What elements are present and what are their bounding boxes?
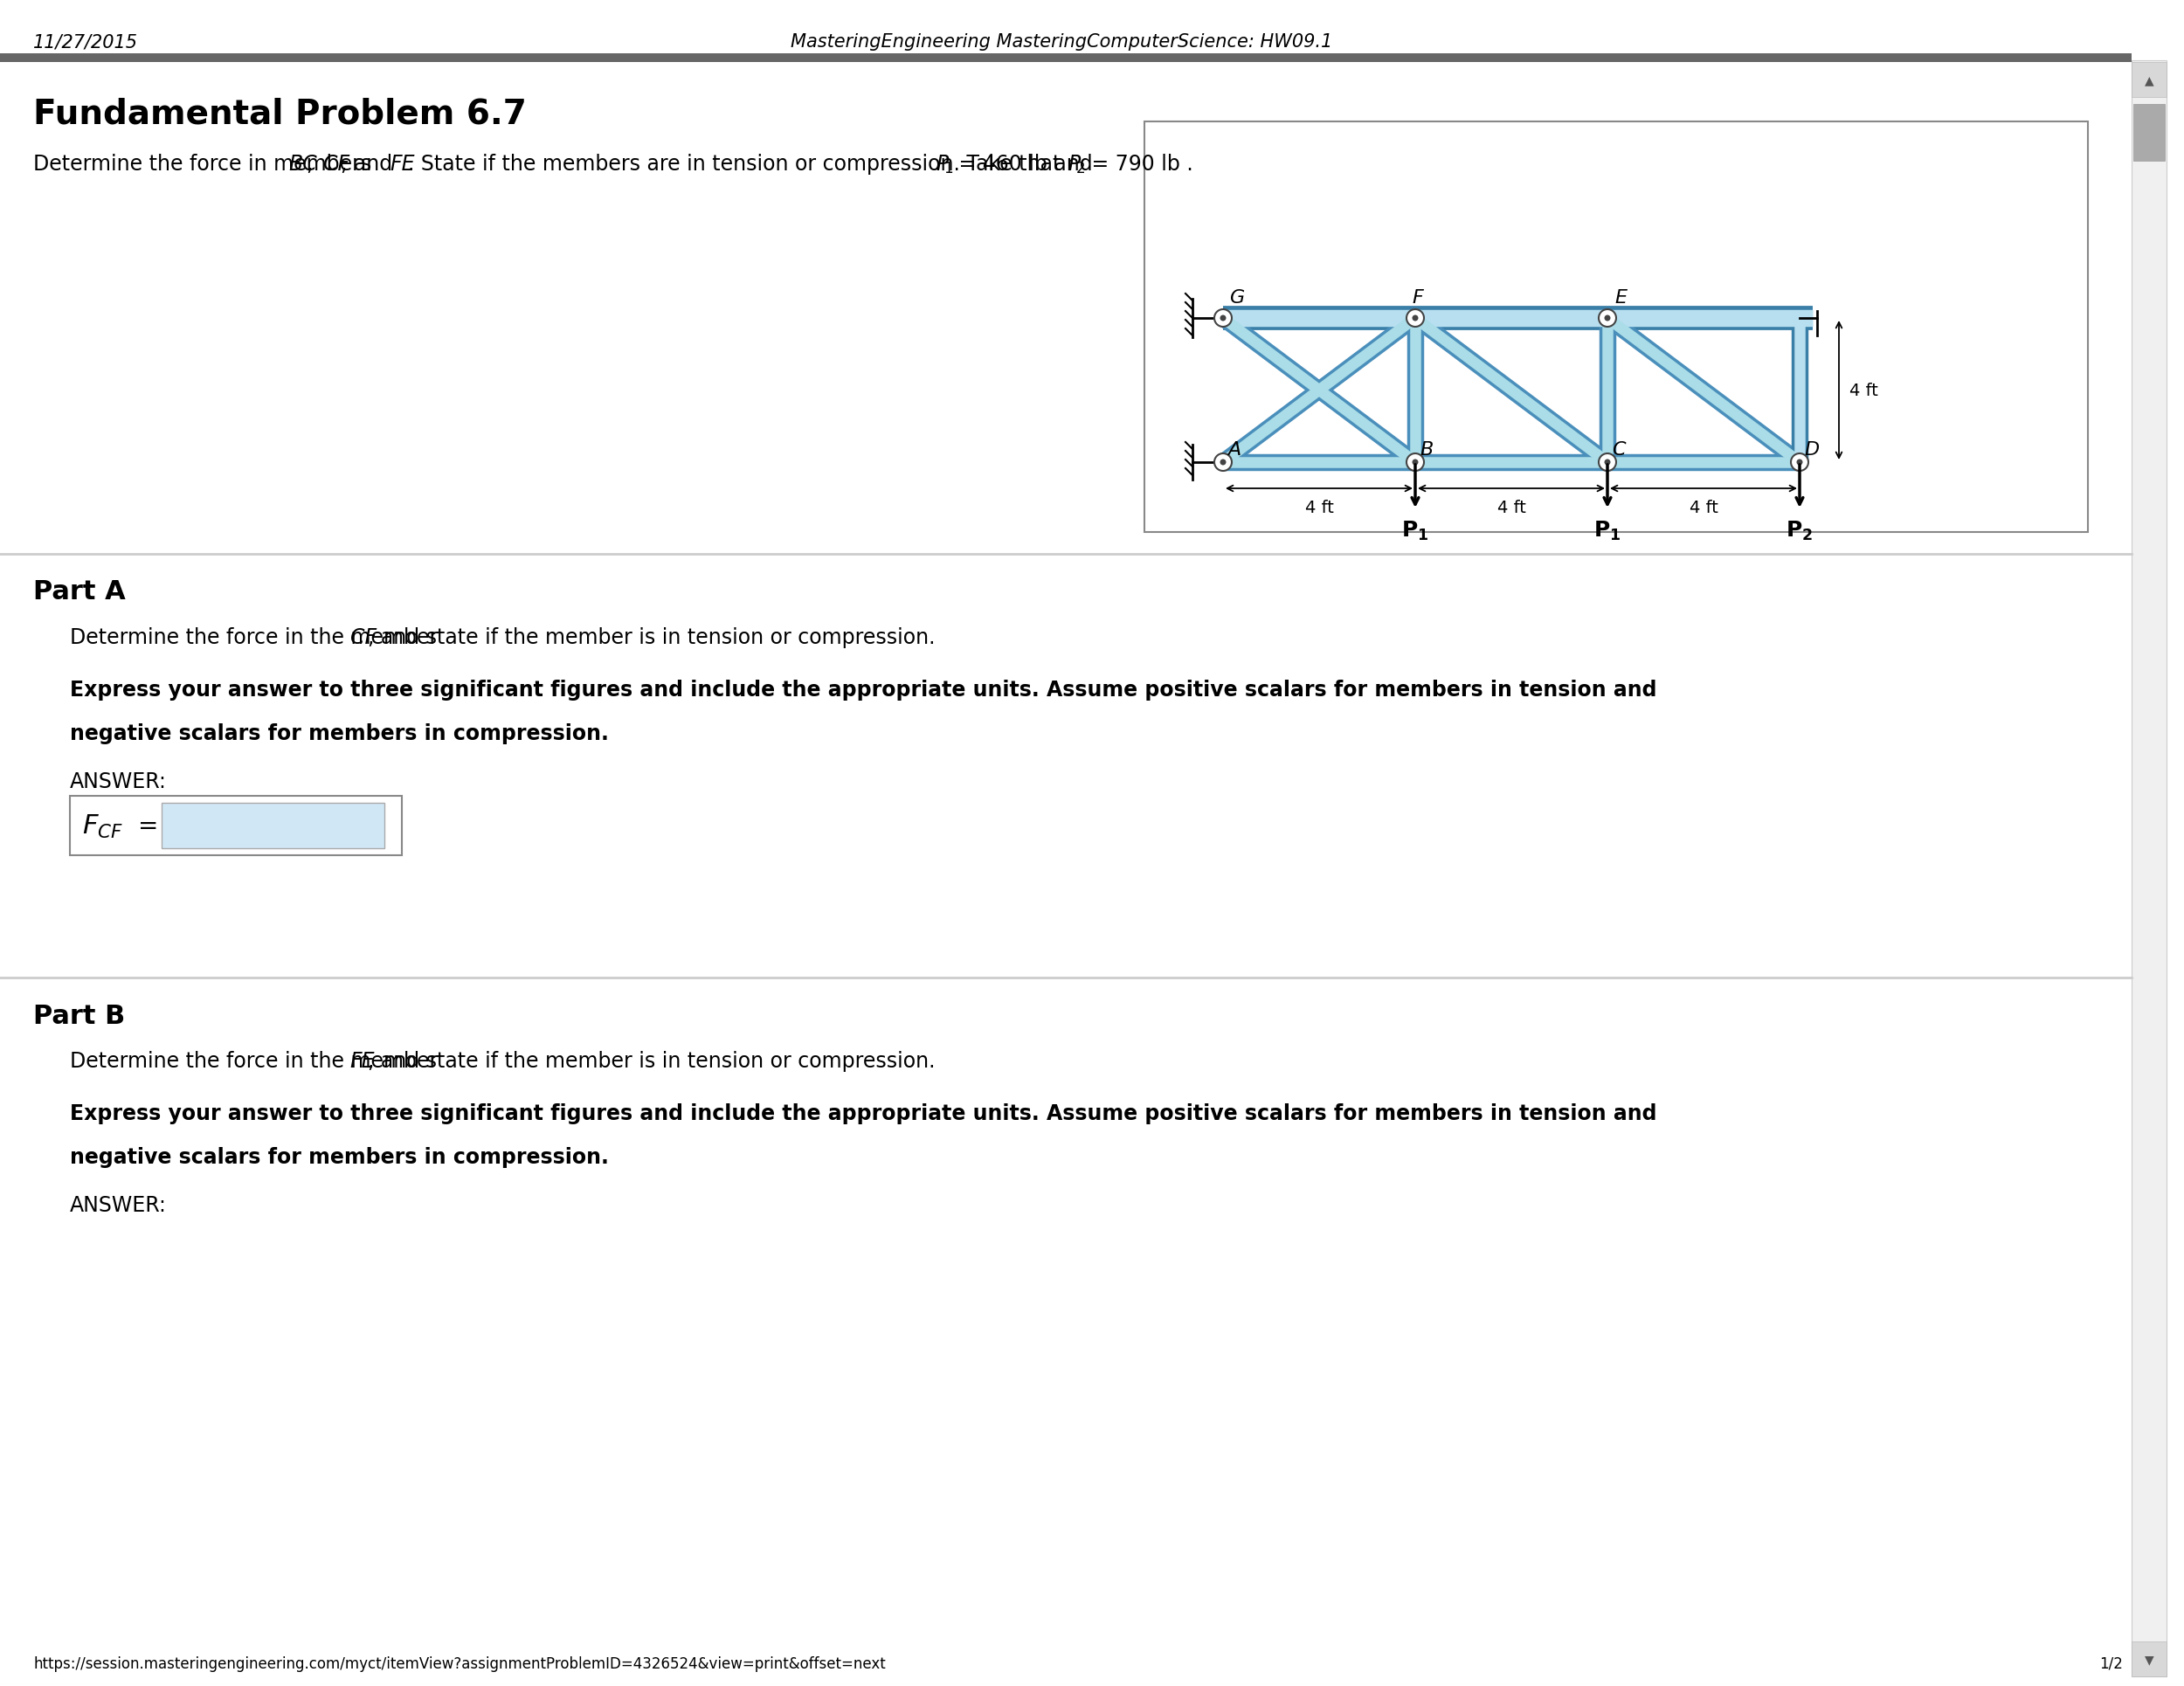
Text: A: A xyxy=(1227,442,1241,459)
Text: B: B xyxy=(1420,442,1433,459)
Circle shape xyxy=(1599,454,1616,472)
Text: , and state if the member is in tension or compression.: , and state if the member is in tension … xyxy=(367,1050,935,1071)
Text: , and state if the member is in tension or compression.: , and state if the member is in tension … xyxy=(367,627,935,647)
Text: . State if the members are in tension or compression. Take that: . State if the members are in tension or… xyxy=(408,153,1068,175)
Text: $\mathit{F}_{CF}$: $\mathit{F}_{CF}$ xyxy=(83,813,122,840)
Text: Determine the force in members: Determine the force in members xyxy=(33,153,378,175)
Text: 4 ft: 4 ft xyxy=(1304,499,1334,516)
Text: BC: BC xyxy=(288,153,317,175)
Text: $\mathbf{P_2}$: $\mathbf{P_2}$ xyxy=(1787,519,1813,543)
Text: $\mathbf{P_1}$: $\mathbf{P_1}$ xyxy=(1594,519,1621,543)
Bar xyxy=(0,54,2132,62)
Circle shape xyxy=(1797,460,1802,465)
Text: Part A: Part A xyxy=(33,580,127,605)
Text: negative scalars for members in compression.: negative scalars for members in compress… xyxy=(70,723,609,744)
Text: 4 ft: 4 ft xyxy=(1850,383,1878,400)
Text: 1/2: 1/2 xyxy=(2099,1656,2123,1671)
Bar xyxy=(2132,61,2167,1676)
Circle shape xyxy=(1214,310,1232,327)
Text: Determine the force in the member: Determine the force in the member xyxy=(70,1050,446,1071)
Text: , and: , and xyxy=(341,153,400,175)
Circle shape xyxy=(1406,454,1424,472)
Text: FE: FE xyxy=(349,1050,376,1071)
Text: ,: , xyxy=(306,153,319,175)
Text: E: E xyxy=(1614,288,1627,307)
Circle shape xyxy=(1605,460,1610,465)
Circle shape xyxy=(1214,454,1232,472)
Circle shape xyxy=(1599,310,1616,327)
Text: P: P xyxy=(935,153,948,175)
Text: ▼: ▼ xyxy=(2145,1652,2153,1666)
Text: Express your answer to three significant figures and include the appropriate uni: Express your answer to three significant… xyxy=(70,679,1658,700)
Text: ANSWER:: ANSWER: xyxy=(70,771,166,792)
Text: negative scalars for members in compression.: negative scalars for members in compress… xyxy=(70,1146,609,1167)
Text: C: C xyxy=(1612,442,1625,459)
Bar xyxy=(2132,62,2167,98)
Text: P: P xyxy=(1068,153,1081,175)
Text: 4 ft: 4 ft xyxy=(1688,499,1719,516)
Circle shape xyxy=(1605,315,1610,322)
Text: =: = xyxy=(138,814,159,838)
Text: MasteringEngineering MasteringComputerScience: HW09.1: MasteringEngineering MasteringComputerSc… xyxy=(791,34,1332,51)
Text: = 790 lb .: = 790 lb . xyxy=(1085,153,1192,175)
Circle shape xyxy=(1413,315,1417,322)
Text: Express your answer to three significant figures and include the appropriate uni: Express your answer to three significant… xyxy=(70,1103,1658,1123)
Text: FE: FE xyxy=(391,153,415,175)
Text: F: F xyxy=(1413,288,1424,307)
Bar xyxy=(1144,123,2088,533)
Text: Determine the force in the member: Determine the force in the member xyxy=(70,627,446,647)
Text: = 460 lb and: = 460 lb and xyxy=(952,153,1099,175)
Text: ▲: ▲ xyxy=(2145,74,2153,86)
Text: 2: 2 xyxy=(1077,160,1085,177)
Circle shape xyxy=(1406,310,1424,327)
Bar xyxy=(2134,105,2164,162)
Text: D: D xyxy=(1804,442,1819,459)
Text: CF: CF xyxy=(323,153,349,175)
Text: Fundamental Problem 6.7: Fundamental Problem 6.7 xyxy=(33,96,526,130)
Text: 11/27/2015: 11/27/2015 xyxy=(33,34,138,51)
Bar xyxy=(2132,1642,2167,1676)
Text: ANSWER:: ANSWER: xyxy=(70,1194,166,1216)
Text: $\mathbf{P_1}$: $\mathbf{P_1}$ xyxy=(1402,519,1428,543)
Text: https://session.masteringengineering.com/myct/itemView?assignmentProblemID=43265: https://session.masteringengineering.com… xyxy=(33,1656,887,1671)
Text: Part B: Part B xyxy=(33,1003,124,1028)
Bar xyxy=(70,796,402,856)
Text: CF: CF xyxy=(349,627,376,647)
Circle shape xyxy=(1221,460,1225,465)
Circle shape xyxy=(1413,460,1417,465)
Text: 1: 1 xyxy=(943,160,952,177)
Text: 4 ft: 4 ft xyxy=(1496,499,1527,516)
Text: G: G xyxy=(1230,288,1245,307)
Circle shape xyxy=(1791,454,1808,472)
Bar xyxy=(162,803,384,848)
Circle shape xyxy=(1221,315,1225,322)
